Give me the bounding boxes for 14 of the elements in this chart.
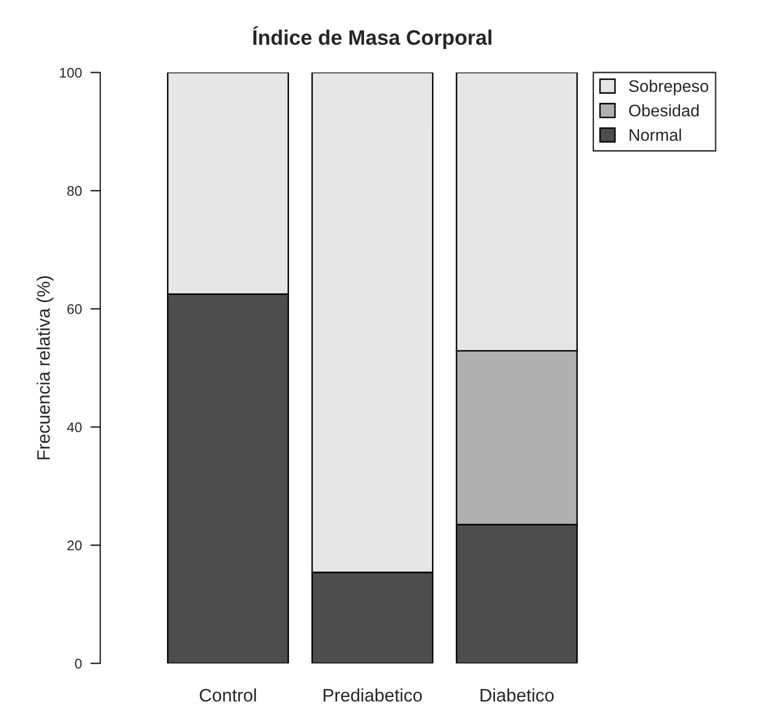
chart-title: Índice de Masa Corporal	[253, 26, 492, 50]
y-tick-label: 20	[67, 540, 82, 550]
legend-label: Obesidad	[629, 104, 699, 116]
y-tick-label: 100	[60, 68, 82, 78]
legend-label: Sobrepeso	[629, 80, 708, 96]
x-tick-label: Diabetico	[480, 688, 554, 702]
x-tick-label: Control	[200, 688, 256, 702]
x-tick-label: Prediabetico	[324, 688, 422, 702]
y-axis-title: Frecuencia relativa (%)	[36, 276, 54, 460]
y-tick-label: 80	[67, 186, 82, 196]
y-tick-label: 60	[67, 304, 82, 314]
y-tick-label: 40	[67, 422, 82, 432]
legend-label: Normal	[630, 128, 681, 141]
y-tick-label: 0	[75, 658, 82, 669]
